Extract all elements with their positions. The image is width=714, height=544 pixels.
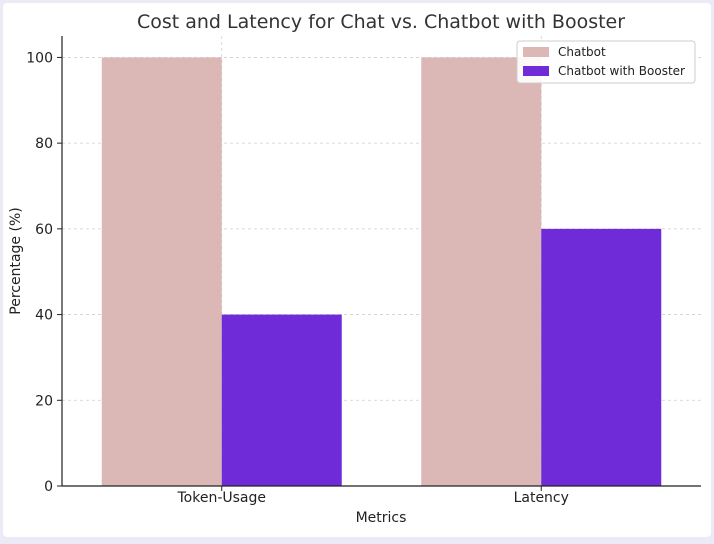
bar-latency-series-0: [421, 57, 542, 487]
x-ticks: Token-Usage Latency: [176, 486, 569, 506]
bar-token-usage-series-1: [221, 314, 342, 486]
x-axis-label: Metrics: [356, 510, 407, 526]
y-tick-label: 40: [35, 308, 53, 324]
y-tick-label: 80: [35, 136, 53, 152]
legend: Chatbot Chatbot with Booster: [516, 40, 696, 84]
y-axis-label: Percentage (%): [8, 207, 24, 314]
legend-label-chatbot: Chatbot: [558, 45, 606, 59]
y-tick-label: 100: [26, 50, 53, 66]
y-tick-label: 0: [44, 479, 53, 495]
legend-label-chatbot-booster: Chatbot with Booster: [558, 64, 685, 78]
legend-swatch-chatbot: [523, 47, 549, 57]
x-tick-label: Latency: [514, 490, 569, 506]
x-tick-label: Token-Usage: [176, 490, 266, 506]
axes: [61, 36, 701, 487]
chart-title: Cost and Latency for Chat vs. Chatbot wi…: [137, 11, 625, 33]
legend-box: [516, 40, 696, 84]
bars: [101, 57, 662, 487]
y-ticks: 0 20 40 60 80 100: [26, 50, 62, 495]
y-tick-label: 20: [35, 393, 53, 409]
legend-swatch-chatbot-booster: [523, 66, 549, 76]
bar-latency-series-1: [541, 228, 662, 486]
y-tick-label: 60: [35, 222, 53, 238]
bar-token-usage-series-0: [101, 57, 222, 487]
